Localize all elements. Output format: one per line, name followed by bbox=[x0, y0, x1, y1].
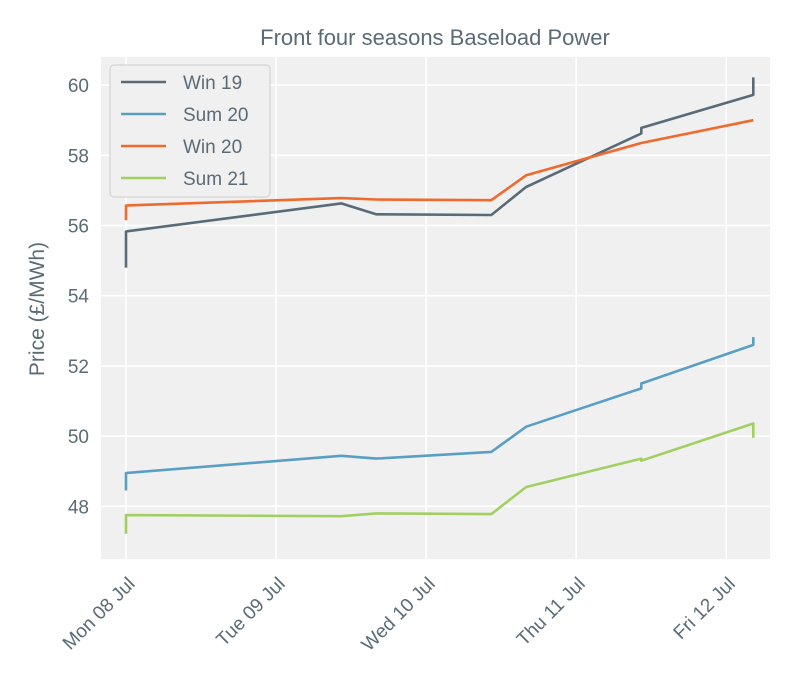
y-tick-label: 52 bbox=[68, 357, 89, 378]
y-tick-label: 56 bbox=[68, 217, 89, 238]
x-tick-label: Thu 11 Jul bbox=[513, 574, 590, 651]
legend-item: Win 20 bbox=[121, 137, 242, 158]
y-tick-label: 54 bbox=[68, 287, 90, 308]
x-tick-label: Tue 09 Jul bbox=[213, 574, 290, 651]
legend-label: Sum 21 bbox=[183, 169, 248, 190]
chart-title: Front four seasons Baseload Power bbox=[260, 25, 610, 50]
series-line-1 bbox=[124, 77, 755, 268]
legend-label: Win 19 bbox=[183, 73, 242, 94]
y-axis-ticks: 48 50 52 54 56 58 60 bbox=[68, 76, 90, 518]
x-axis-ticks: Mon 08 Jul Tue 09 Jul Wed 10 Jul Thu 11 Jul… bbox=[59, 574, 740, 656]
y-axis-label: Price (£/MWh) bbox=[26, 242, 49, 376]
y-tick-label: 50 bbox=[68, 427, 89, 448]
legend-item: Sum 20 bbox=[121, 105, 248, 126]
x-tick-label: Mon 08 Jul bbox=[59, 574, 140, 655]
y-tick-label: 58 bbox=[68, 146, 89, 167]
series-line-4 bbox=[124, 422, 755, 534]
series-line-3 bbox=[124, 118, 754, 221]
legend: Win 19 Sum 20 Win 20 Sum 21 bbox=[109, 64, 271, 198]
legend-label: Sum 20 bbox=[183, 105, 248, 126]
legend-box bbox=[109, 64, 271, 198]
x-tick-label: Wed 10 Jul bbox=[358, 574, 440, 656]
x-tick-label: Fri 12 Jul bbox=[670, 574, 740, 644]
series-layer bbox=[124, 77, 755, 534]
series-line-2 bbox=[124, 337, 755, 491]
legend-label: Win 20 bbox=[183, 137, 242, 158]
y-tick-label: 60 bbox=[68, 76, 89, 97]
legend-item: Sum 21 bbox=[121, 169, 248, 190]
y-tick-label: 48 bbox=[68, 497, 89, 518]
legend-item: Win 19 bbox=[121, 73, 242, 94]
